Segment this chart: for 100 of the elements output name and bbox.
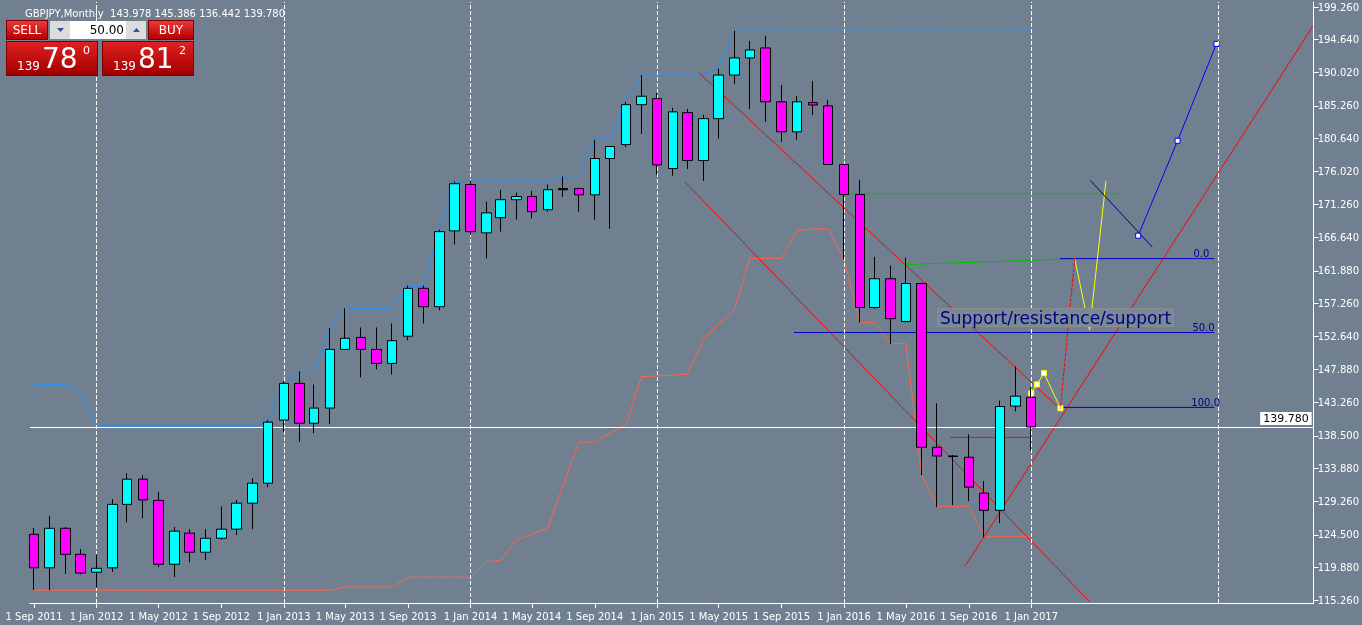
y-tick-label: 194.640 [1317, 34, 1360, 46]
candlestick [590, 139, 600, 221]
candlestick [745, 40, 755, 110]
candlestick [169, 526, 180, 578]
candlestick [682, 108, 693, 170]
candlestick [231, 499, 242, 536]
candlestick [823, 99, 833, 166]
y-tick-label: 185.260 [1317, 100, 1360, 112]
candlestick [527, 190, 537, 219]
candlestick [309, 384, 319, 434]
x-tick-label: 1 Sep 2013 [379, 610, 437, 622]
x-tick-label: 1 May 2016 [876, 610, 936, 622]
y-tick-label: 133.880 [1317, 463, 1360, 475]
candlestick [964, 433, 974, 502]
candlestick [75, 548, 86, 575]
y-tick-label: 180.640 [1317, 132, 1360, 144]
candlestick [776, 84, 787, 143]
candlestick [356, 326, 366, 378]
y-tick-label: 147.880 [1317, 364, 1360, 376]
x-tick-label: 1 Sep 2014 [566, 610, 624, 622]
candlestick [184, 528, 195, 563]
candlestick [44, 515, 55, 591]
text: GBPJPY,Monthly 143.978 145.386 136.442 139.780 [25, 7, 286, 19]
candlestick [729, 30, 740, 85]
candlestick [418, 285, 429, 324]
candlestick [885, 265, 896, 345]
annotation: 50.0 [1192, 321, 1215, 333]
candlestick [371, 326, 382, 370]
y-tick-label: 171.260 [1317, 199, 1360, 211]
y-tick-label: 157.260 [1317, 298, 1360, 310]
x-tick-label: 1 Sep 2015 [753, 610, 811, 622]
x-tick-label: 1 May 2015 [689, 610, 749, 622]
annotation: 78 [42, 42, 78, 75]
candlestick [916, 282, 927, 476]
y-tick-label: 115.260 [1317, 594, 1360, 606]
annotation: SELL [6, 20, 48, 40]
candlestick [869, 256, 880, 310]
candlestick [434, 229, 445, 311]
candlestick [153, 491, 164, 568]
candlestick [29, 527, 39, 591]
candlestick [387, 322, 397, 376]
y-tick-label: 138.500 [1317, 430, 1360, 442]
candlestick [107, 498, 118, 573]
annotation: 50.00 [70, 21, 126, 39]
candlestick [652, 92, 662, 176]
point [1041, 370, 1048, 377]
y-tick-label: 190.020 [1317, 66, 1360, 78]
x-tick-label: 1 Sep 2016 [940, 610, 998, 622]
candlestick [263, 419, 273, 488]
candlestick [216, 505, 227, 541]
annotation: 81 [138, 42, 174, 75]
candlestick [481, 201, 492, 259]
candlestick [449, 181, 460, 245]
x-tick-label: 1 Jan 2012 [69, 610, 124, 622]
y-tick-label: 152.640 [1317, 330, 1360, 342]
candlestick [839, 164, 849, 261]
candlestick [558, 176, 568, 198]
y-tick-label: 119.880 [1317, 561, 1360, 573]
candlestick [340, 307, 350, 351]
annotation: 139 [113, 59, 136, 73]
point [1213, 40, 1220, 47]
annotation: 2 [179, 44, 186, 57]
candlestick [901, 257, 911, 323]
annotation: BUY [148, 20, 194, 40]
candlestick [948, 454, 958, 506]
y-tick-label: 166.640 [1317, 231, 1360, 243]
point [1033, 381, 1040, 388]
point [1174, 137, 1181, 144]
candlestick [247, 477, 258, 530]
candlestick [122, 472, 132, 523]
x-tick-label: 1 Jan 2013 [256, 610, 311, 622]
candlestick [979, 480, 989, 538]
y-tick-label: 176.020 [1317, 165, 1360, 177]
x-tick-label: 1 Jan 2015 [630, 610, 685, 622]
candlestick [465, 180, 476, 236]
candlestick [511, 191, 522, 221]
candlestick [760, 35, 771, 123]
annotation: 139 [17, 59, 40, 73]
x-tick-label: 1 Jan 2016 [817, 610, 871, 622]
candlestick [574, 187, 584, 213]
candlestick [91, 553, 102, 589]
x-tick-label: 1 May 2012 [128, 610, 188, 622]
candlestick [713, 68, 724, 140]
candlestick [138, 474, 148, 519]
candlestick [60, 526, 71, 575]
candlestick [495, 189, 506, 233]
candlestick [621, 101, 631, 148]
ref-line-label: 139.780 [1263, 411, 1309, 425]
x-tick-label: 1 Sep 2011 [5, 610, 63, 622]
candlestick [403, 285, 413, 341]
y-tick-label: 124.500 [1317, 529, 1360, 541]
candlestick [200, 528, 211, 561]
x-tick-label: 1 Jan 2017 [1004, 610, 1059, 622]
candlestick [808, 80, 818, 116]
x-tick-label: 1 May 2013 [315, 610, 375, 622]
annotation: 0 [83, 44, 90, 57]
candlestick [855, 179, 865, 324]
x-tick-label: 1 Sep 2012 [192, 610, 250, 622]
annotation: 100.0 [1191, 396, 1221, 408]
y-tick-label: 143.260 [1317, 396, 1360, 408]
